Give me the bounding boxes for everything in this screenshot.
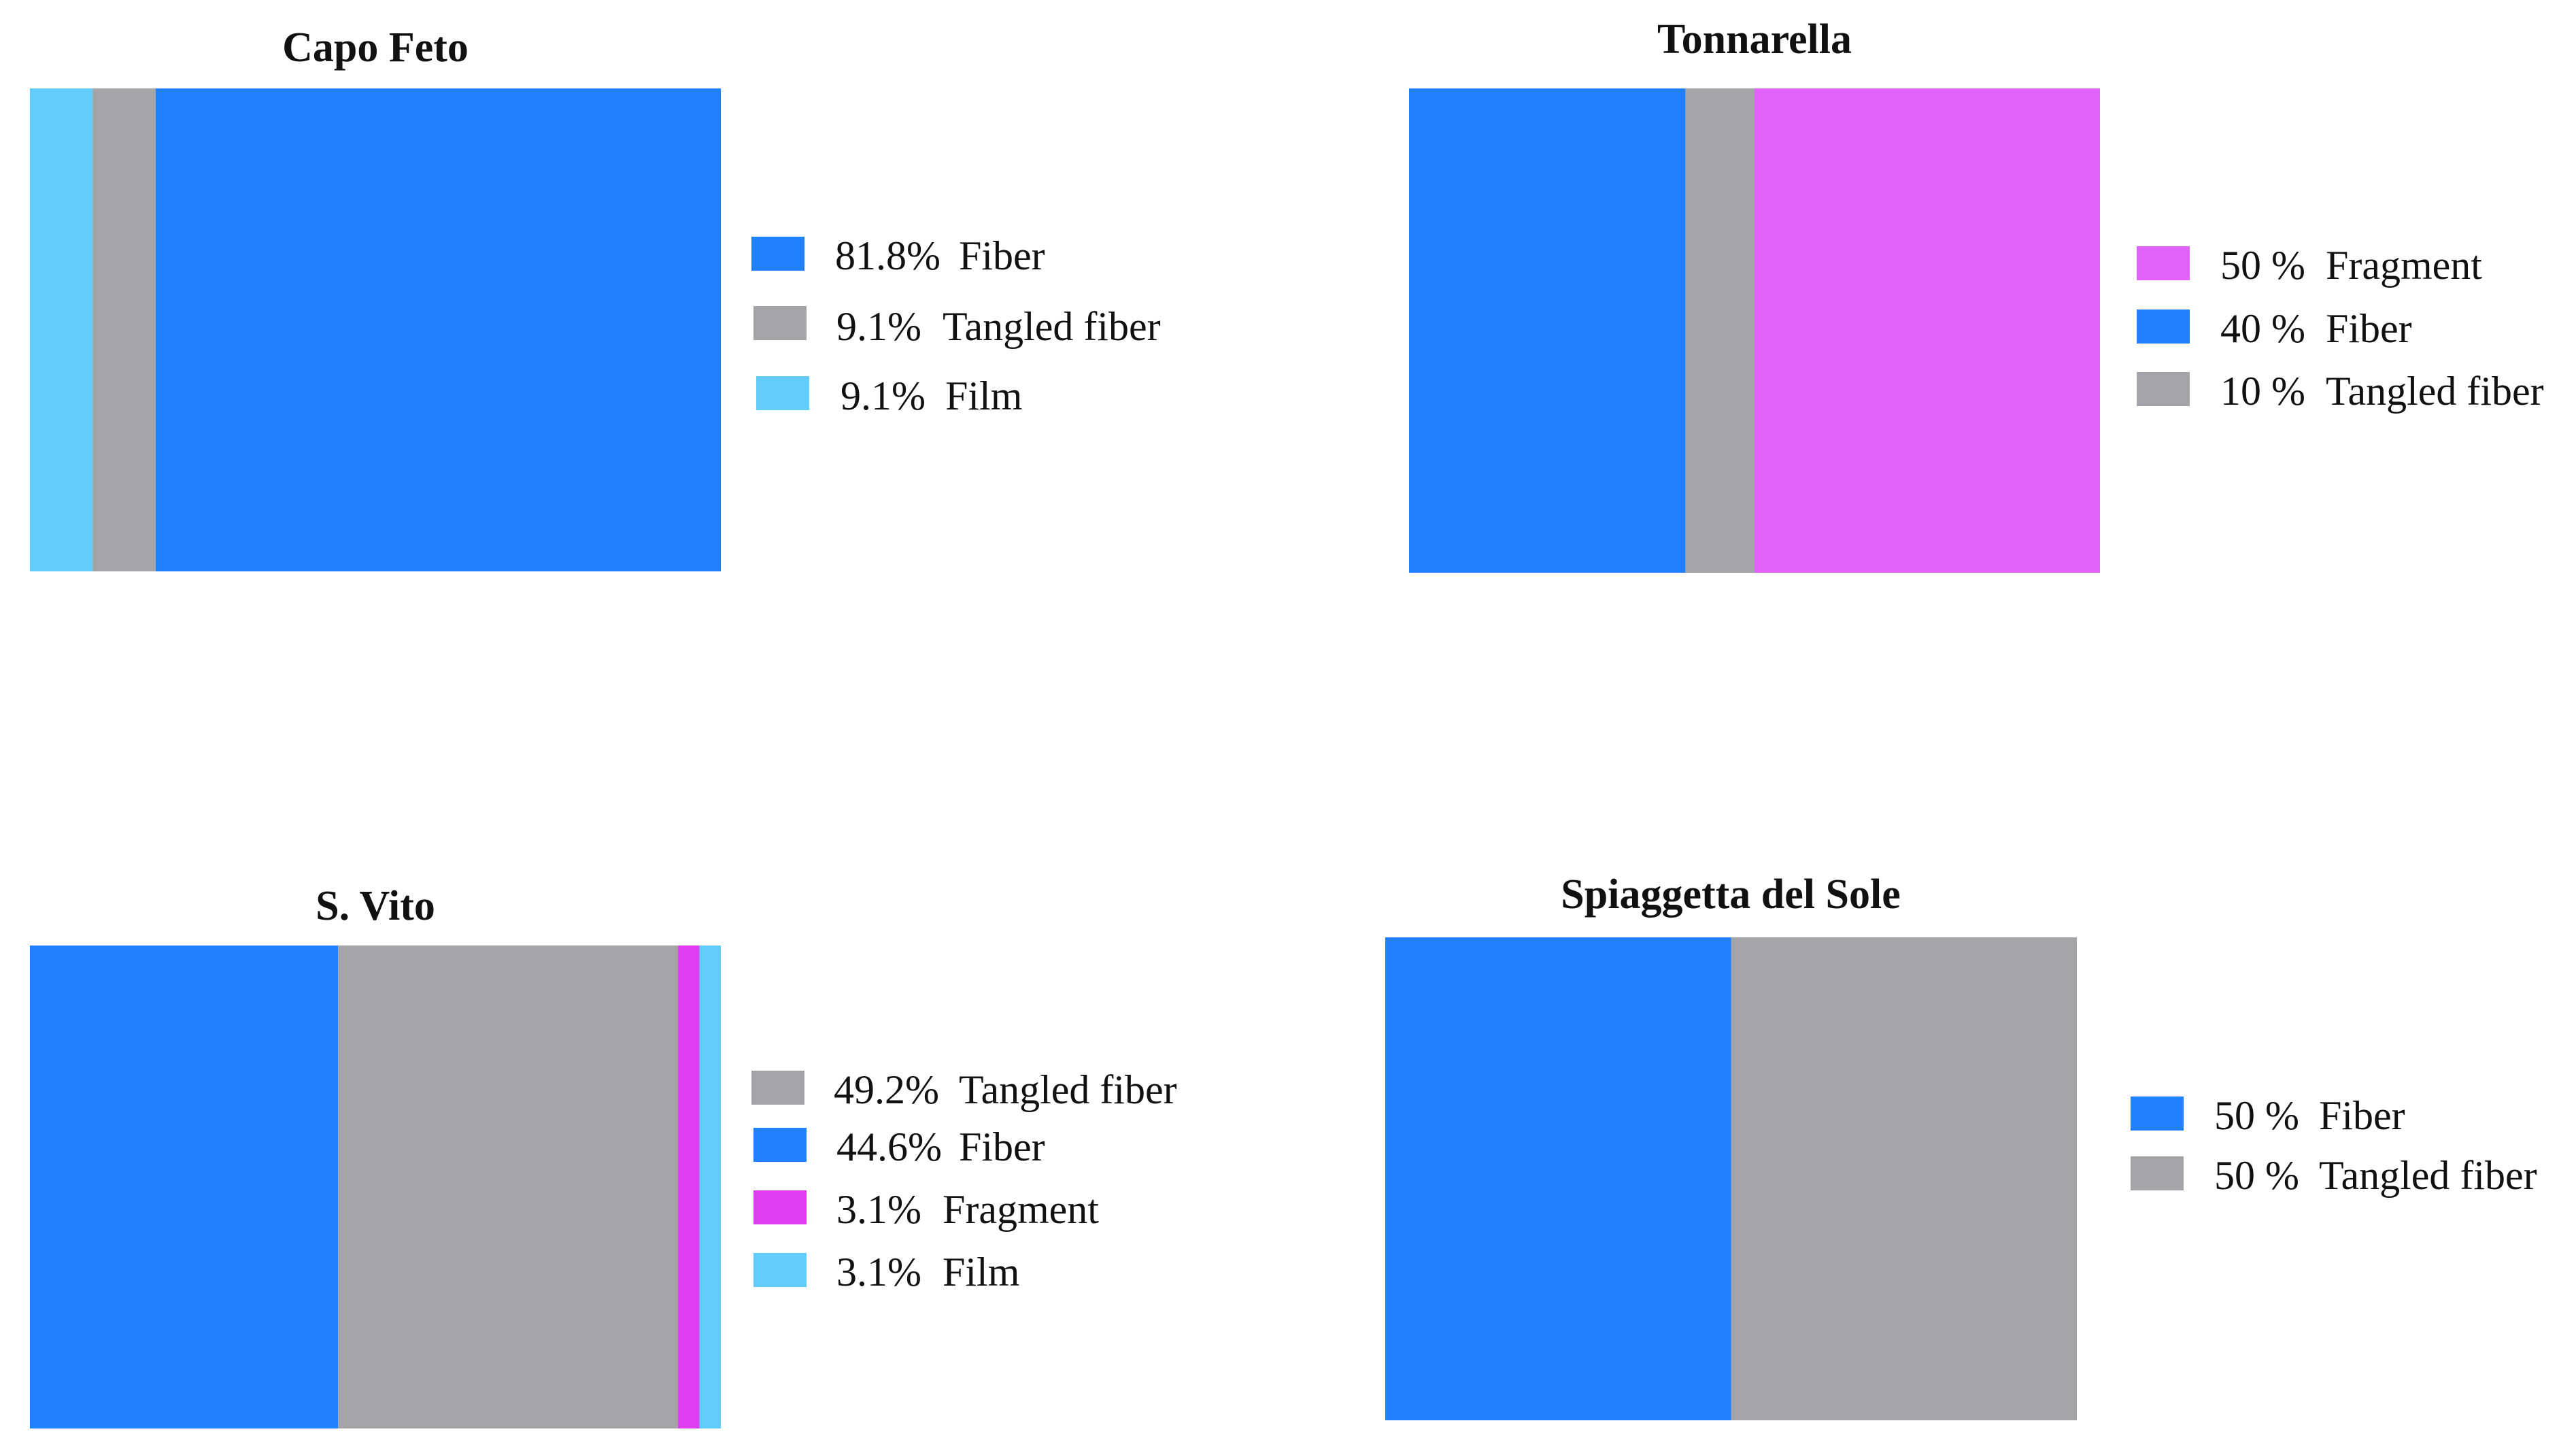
bar-segment-fiber [1385, 937, 1731, 1420]
panel-tonnarella: Tonnarella 50 % Fragment 40 % Fiber 10 %… [1409, 16, 2544, 573]
bar-segment-fiber [1409, 88, 1686, 573]
bar-segment-tangled-fiber [338, 946, 679, 1428]
bar-segment-fragment [1755, 88, 2100, 573]
legend-label: Tangled fiber [943, 304, 1161, 349]
legend: 49.2% Tangled fiber 44.6% Fiber 3.1% Fra… [751, 1067, 1177, 1294]
legend-label: Fiber [2319, 1093, 2405, 1138]
legend-swatch-fiber [2137, 310, 2190, 344]
bar-segment-fiber [30, 946, 339, 1428]
bar-segment-tangled-fiber [92, 88, 156, 571]
legend: 50 % Fragment 40 % Fiber 10 % Tangled fi… [2137, 243, 2544, 414]
chart-title: Tonnarella [1657, 16, 1852, 63]
legend-swatch-fragment [2137, 246, 2190, 280]
panel-spiaggetta-del-sole: Spiaggetta del Sole 50 % Fiber 50 % Tang… [1385, 871, 2537, 1420]
panel-s-vito: S. Vito 49.2% Tangled fiber 44.6% Fiber … [30, 883, 1177, 1428]
legend: 50 % Fiber 50 % Tangled fiber [2131, 1093, 2537, 1198]
stacked-bar [30, 88, 722, 571]
legend-label: Fiber [959, 233, 1045, 278]
stacked-bar [1385, 937, 2077, 1420]
legend-value: 50 % [2214, 1153, 2299, 1198]
legend-swatch-fragment [753, 1190, 807, 1224]
stacked-bar [1409, 88, 2100, 573]
legend-value: 81.8% [835, 233, 940, 278]
legend-swatch-tangled-fiber [2137, 372, 2190, 406]
legend-label: Fiber [959, 1124, 1045, 1169]
legend-swatch-fiber [751, 237, 804, 271]
stacked-bar [30, 946, 721, 1428]
chart-title: S. Vito [316, 883, 435, 929]
legend-value: 44.6% [836, 1124, 942, 1169]
legend-label: Tangled fiber [2319, 1153, 2537, 1198]
chart-title: Spiaggetta del Sole [1561, 871, 1900, 918]
legend: 81.8% Fiber 9.1% Tangled fiber 9.1% Film [751, 233, 1161, 418]
legend-swatch-tangled-fiber [753, 306, 807, 340]
bar-segment-fragment [678, 946, 700, 1428]
legend-value: 50 % [2220, 243, 2305, 288]
legend-value: 50 % [2214, 1093, 2299, 1138]
legend-value: 10 % [2220, 369, 2305, 414]
bar-segment-film [30, 88, 93, 571]
panel-capo-feto: Capo Feto 81.8% Fiber 9.1% Tangled fiber… [30, 24, 1161, 571]
legend-value: 3.1% [836, 1250, 921, 1294]
bar-segment-fiber [155, 88, 722, 571]
legend-swatch-fiber [2131, 1097, 2184, 1131]
bar-segment-tangled-fiber [1685, 88, 1755, 573]
legend-value: 9.1% [841, 373, 926, 418]
legend-label: Fragment [943, 1187, 1099, 1232]
legend-label: Fragment [2326, 243, 2482, 288]
legend-value: 40 % [2220, 306, 2305, 351]
legend-label: Film [945, 373, 1022, 418]
legend-swatch-film [756, 376, 809, 410]
legend-value: 49.2% [834, 1067, 939, 1112]
chart-title: Capo Feto [282, 24, 469, 71]
legend-label: Film [943, 1250, 1019, 1294]
bar-segment-film [699, 946, 721, 1428]
bar-segment-tangled-fiber [1731, 937, 2077, 1420]
legend-label: Tangled fiber [959, 1067, 1177, 1112]
legend-swatch-tangled-fiber [751, 1071, 804, 1105]
legend-swatch-tangled-fiber [2131, 1156, 2184, 1190]
legend-label: Fiber [2326, 306, 2412, 351]
legend-label: Tangled fiber [2326, 369, 2544, 414]
legend-swatch-film [753, 1253, 807, 1287]
legend-swatch-fiber [753, 1128, 807, 1162]
legend-value: 9.1% [836, 304, 921, 349]
legend-value: 3.1% [836, 1187, 921, 1232]
